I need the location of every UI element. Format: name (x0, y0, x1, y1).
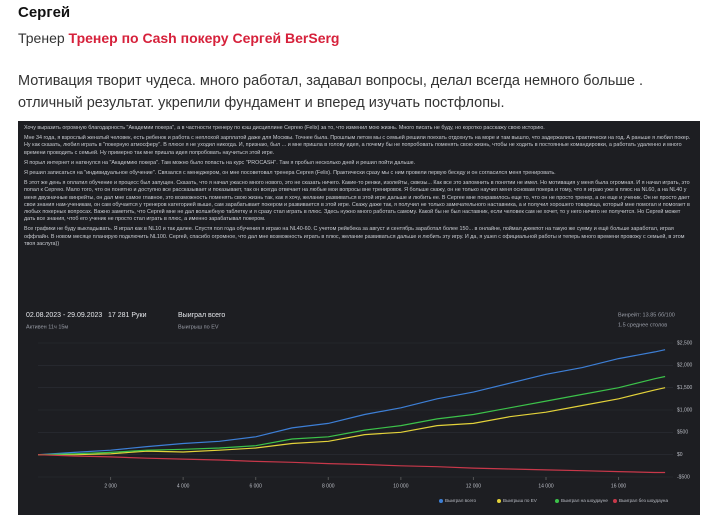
y-tick-label: $2,500 (677, 340, 693, 346)
series-line (38, 387, 666, 456)
x-tick-label: 14 000 (538, 483, 554, 489)
role-label: Тренер (18, 30, 65, 46)
chart: 02.08.2023 - 29.09.2023 Активен 11ч 15м 17… (26, 311, 693, 503)
header-winrate: Винрейт: 13.85 бб/100 (618, 311, 675, 318)
series-line (37, 349, 666, 456)
y-tick-label: $500 (677, 430, 688, 436)
y-tick-label: -$500 (677, 474, 690, 480)
x-tick-label: 12 000 (466, 483, 482, 489)
y-tick-label: $2,000 (677, 363, 693, 369)
author-name: Сергей (18, 4, 71, 21)
header-ev: Выигрыш по EV (178, 324, 219, 330)
header-date: 02.08.2023 - 29.09.2023 (26, 312, 102, 319)
legend-label: Выиграл на шоудауне (561, 498, 608, 503)
chat-paragraph: Мне 34 года, я взрослый женатый человек,… (24, 135, 691, 156)
series-line (37, 375, 666, 456)
y-tick-label: $1,500 (677, 385, 693, 391)
chat-paragraph: В этот же день я оплатил обучение и проц… (24, 180, 690, 223)
review-text: Мотивация творит чудеса. много работал, … (18, 73, 644, 111)
series-line (37, 454, 666, 474)
x-tick-label: 16 000 (611, 483, 627, 489)
header-active: Активен 11ч 15м (26, 324, 68, 330)
chat-paragraph: Все графики не буду выкладывать. Я играл… (24, 226, 685, 247)
header-won: Выиграл всего (178, 312, 225, 319)
legend-label: Выиграл всего (445, 498, 476, 503)
legend-label: Выиграл без шоудауна (619, 498, 668, 503)
x-tick-label: 6 000 (249, 483, 262, 489)
chat-paragraph: Хочу выразить огромную благодарность "Ак… (24, 125, 545, 131)
x-tick-label: 8 000 (322, 483, 335, 489)
chat-paragraph: Я порыл интернет и наткнулся на "Академи… (24, 159, 416, 166)
role: Тренер Тренер по Cash покеру Сергей BerS… (18, 30, 339, 46)
legend-swatch (555, 499, 559, 503)
chat-paragraph: Я решил записаться на "индивидуальное об… (24, 170, 556, 177)
y-tick-label: $1,000 (677, 407, 693, 413)
y-tick-label: $0 (677, 452, 683, 458)
x-tick-label: 2 000 (104, 483, 117, 489)
screenshot: Хочу выразить огромную благодарность "Ак… (18, 121, 700, 515)
x-tick-label: 10 000 (393, 483, 409, 489)
legend-swatch (613, 499, 617, 503)
header-tables: 1.5 среднее столов (618, 322, 667, 328)
header-hands: 17 281 Руки (108, 312, 147, 319)
legend-swatch (497, 499, 501, 503)
trainer-link[interactable]: Тренер по Cash покеру Сергей BerSerg (68, 30, 340, 46)
legend-label: Выигрыш по EV (503, 498, 538, 503)
x-tick-label: 4 000 (177, 483, 190, 489)
legend-swatch (439, 499, 443, 503)
chat: Хочу выразить огромную благодарность "Ак… (24, 125, 692, 251)
